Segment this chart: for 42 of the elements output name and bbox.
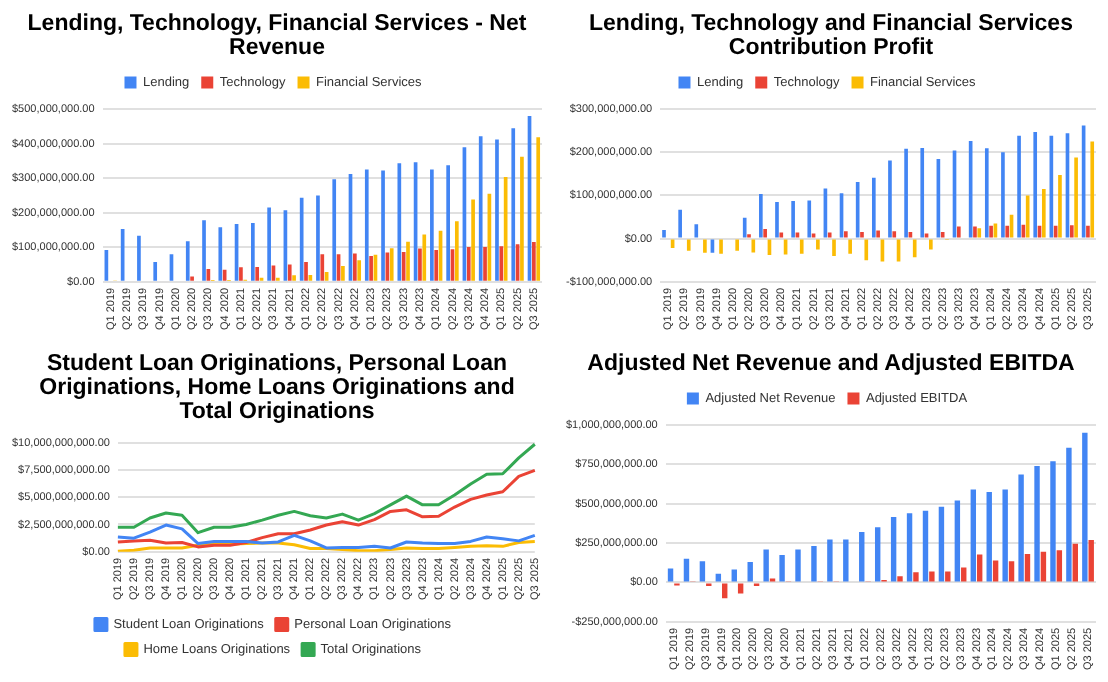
bar (1050, 461, 1056, 582)
chart-title: Student Loan Originations, Personal Loan Originations, Home Loans Originations and Total Originations (37, 350, 517, 428)
bar (906, 513, 913, 582)
bar (1002, 489, 1008, 582)
bar (843, 539, 849, 582)
bar (1056, 550, 1063, 582)
bar (1024, 554, 1031, 582)
bar (827, 539, 833, 582)
bar (699, 561, 706, 582)
bar (890, 517, 897, 582)
bar (811, 545, 817, 582)
bar (795, 549, 801, 582)
bar (1018, 474, 1024, 582)
bar (992, 560, 999, 582)
bar (929, 571, 935, 582)
bar (779, 554, 785, 582)
bar (1034, 465, 1040, 582)
bar (961, 567, 967, 582)
bar (897, 576, 903, 582)
bar (859, 532, 865, 582)
bar (945, 571, 951, 582)
bar (763, 549, 769, 582)
bar (954, 500, 961, 582)
bar (970, 489, 977, 582)
bar (874, 527, 881, 582)
chart-title: Adjusted Net Revenue and Adjusted EBITDA (585, 350, 1077, 380)
bar (1008, 561, 1015, 582)
bar (1040, 551, 1047, 582)
bar (1088, 539, 1094, 582)
bar (747, 561, 753, 582)
chart-title: Lending, Technology, Financial Services - Net Revenue (25, 10, 529, 64)
bar (922, 510, 929, 582)
bar (1072, 543, 1078, 582)
bar (722, 583, 728, 599)
bar (1082, 432, 1088, 582)
bar (938, 506, 945, 582)
bar (737, 583, 744, 594)
bar (976, 554, 983, 582)
bar (986, 491, 992, 582)
bar (1066, 447, 1072, 582)
chart-title: Lending, Technology and Financial Services Contribution Profit (587, 10, 1075, 64)
bar (913, 572, 919, 582)
